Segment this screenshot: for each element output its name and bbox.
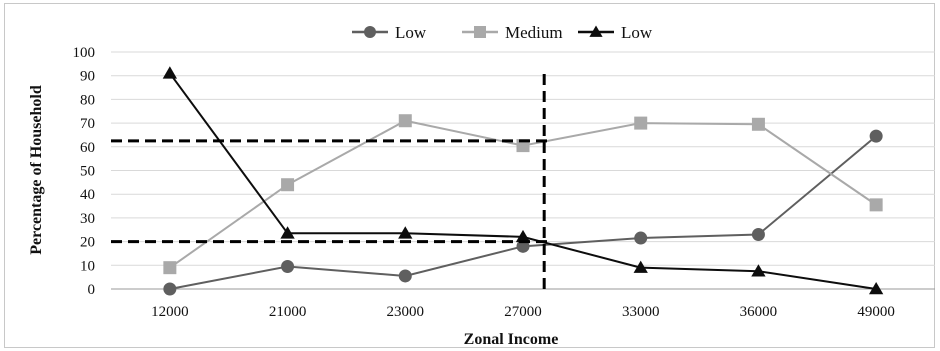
data-point: [163, 261, 177, 275]
data-point: [634, 116, 648, 130]
legend-item: Low: [578, 23, 653, 42]
data-point: [281, 259, 295, 273]
data-point: [869, 198, 883, 212]
legend-label: Low: [621, 23, 653, 42]
series-1: [163, 129, 883, 296]
y-tick-label: 80: [80, 92, 95, 108]
y-tick-label: 0: [88, 282, 96, 298]
x-tick-label: 12000: [151, 304, 189, 320]
y-axis-label: Percentage of Household: [28, 85, 45, 255]
data-point: [398, 269, 412, 283]
x-tick-label: 23000: [387, 304, 425, 320]
legend-item: Low: [352, 23, 427, 42]
y-tick-label: 40: [80, 187, 95, 203]
data-point: [364, 26, 376, 38]
legend-label: Low: [395, 23, 427, 42]
data-point: [515, 229, 531, 243]
data-point: [280, 226, 295, 239]
data-point: [398, 114, 412, 128]
gridlines: [111, 51, 935, 290]
data-point: [751, 227, 765, 241]
data-point: [751, 264, 766, 277]
series-group: [162, 66, 884, 296]
data-point: [633, 260, 648, 273]
x-tick-label: 33000: [622, 304, 660, 320]
data-point: [868, 281, 884, 295]
chart-frame: [4, 3, 935, 348]
x-tick-label: 27000: [504, 304, 542, 320]
series-line: [169, 72, 877, 290]
series-2: [163, 114, 883, 275]
y-tick-label: 60: [80, 140, 95, 156]
reference-lines: [111, 74, 548, 289]
y-tick-label: 100: [73, 45, 96, 61]
y-tick-label: 90: [80, 69, 95, 85]
data-point: [162, 66, 178, 79]
x-tick-label: 49000: [857, 304, 895, 320]
x-axis-label: Zonal Income: [464, 331, 559, 348]
data-point: [163, 282, 177, 296]
x-tick-label: 36000: [740, 304, 778, 320]
series-line: [169, 135, 877, 290]
x-tick-label: 21000: [269, 304, 307, 320]
x-tick-labels: 12000 21000 23000 27000 33000 36000 49000: [151, 304, 895, 320]
y-tick-label: 20: [80, 235, 95, 251]
data-point: [751, 117, 765, 131]
y-tick-label: 10: [80, 258, 95, 274]
y-tick-label: 50: [80, 164, 95, 180]
legend-label: Medium: [505, 23, 563, 42]
series-3: [162, 66, 884, 295]
legend: Low Medium Low: [352, 23, 653, 42]
y-tick-label: 70: [80, 116, 95, 132]
data-point: [634, 231, 648, 245]
data-point: [398, 226, 413, 239]
data-point: [281, 178, 295, 192]
data-point: [589, 25, 603, 37]
legend-item: Medium: [462, 23, 563, 42]
y-tick-labels: 0 10 20 30 40 50 60 70 80 90 100: [73, 45, 96, 298]
y-tick-label: 30: [80, 211, 95, 227]
data-point: [474, 26, 486, 38]
data-point: [869, 129, 883, 143]
